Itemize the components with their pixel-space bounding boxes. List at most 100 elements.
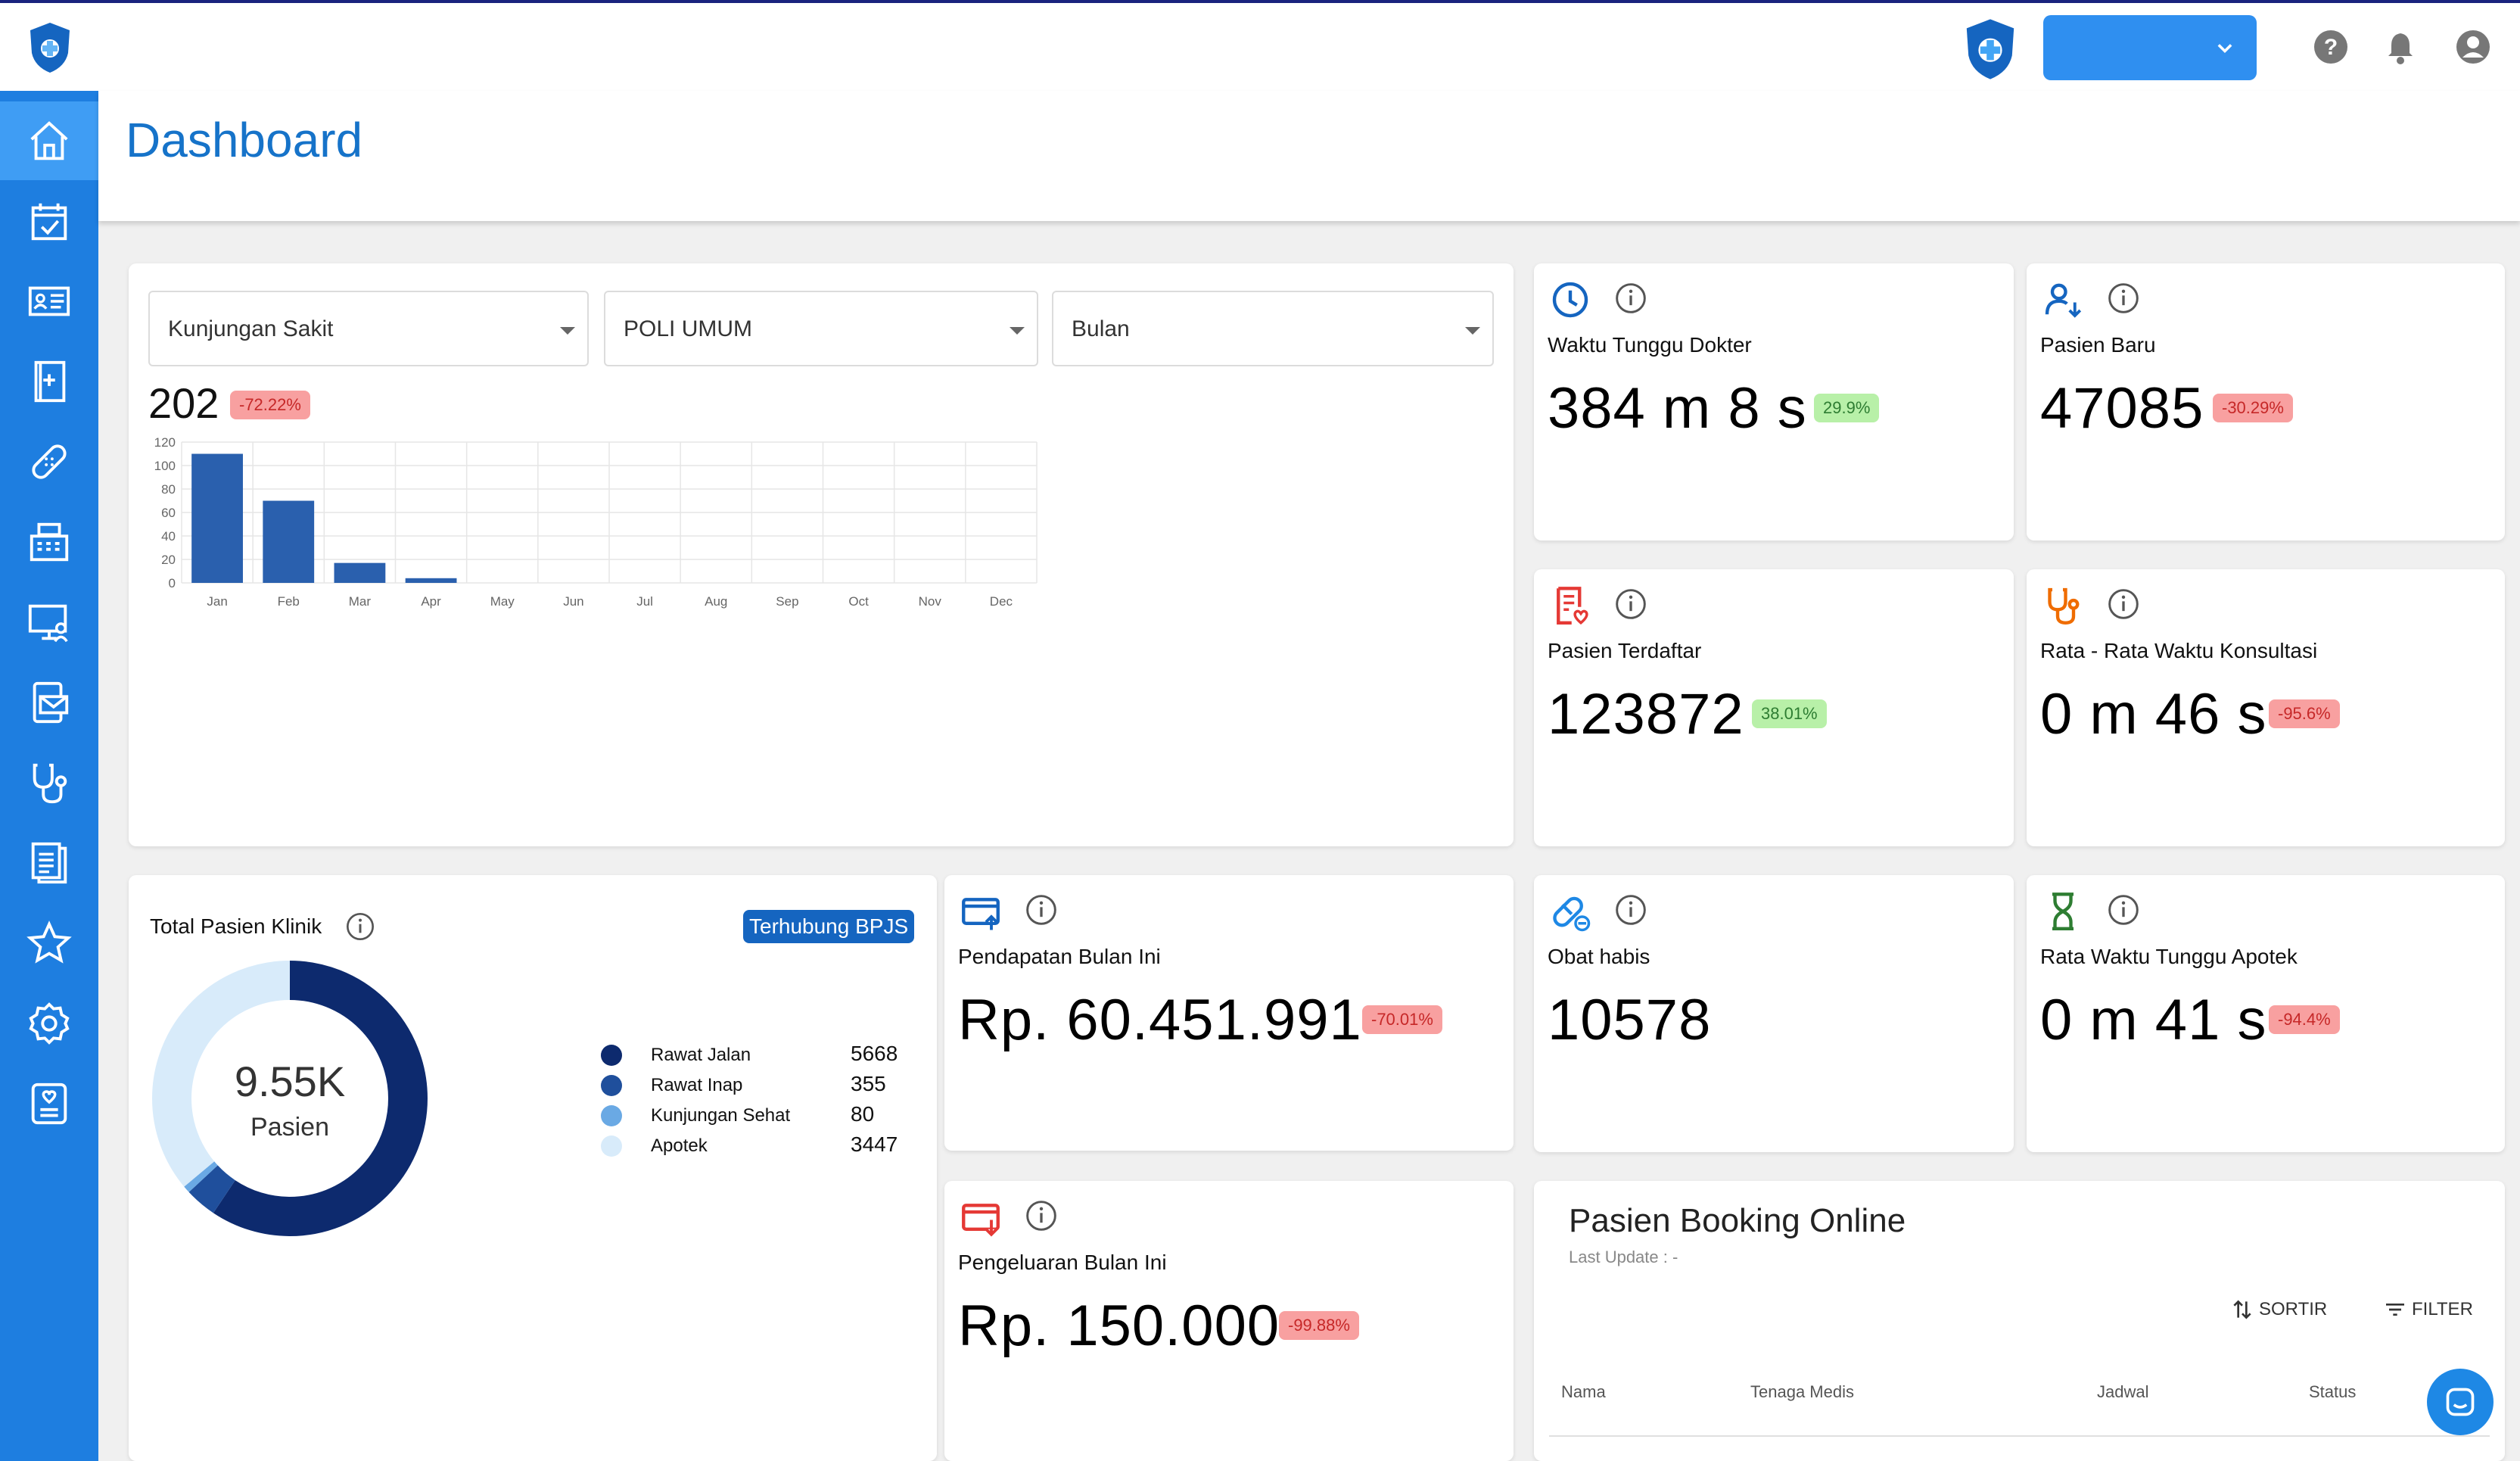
stat-change-badge: -70.01% <box>1362 1005 1442 1034</box>
sidebar-item-cashier[interactable] <box>0 503 98 581</box>
page-header: Dashboard <box>98 91 2520 221</box>
column-header-jadwal[interactable]: Jadwal <box>2097 1382 2149 1401</box>
stat-value: 47085 <box>2040 376 2204 441</box>
legend-item: Apotek 3447 <box>601 1131 919 1161</box>
table-divider <box>1549 1435 2490 1437</box>
booking-card: Pasien Booking Online Last Update : - SO… <box>1534 1181 2505 1461</box>
x-tick-label: Oct <box>848 594 869 609</box>
donut-slice-apotek[interactable] <box>152 961 428 1236</box>
legend-label: Rawat Inap <box>651 1075 743 1095</box>
sidebar-item-messages[interactable] <box>0 663 98 742</box>
stat-change-badge: -95.6% <box>2269 699 2340 728</box>
legend-dot <box>601 1075 622 1096</box>
filter-button[interactable]: FILTER <box>2382 1294 2473 1325</box>
donut-legend: Rawat Jalan 5668 Rawat Inap 355 Kunjunga… <box>601 1040 919 1169</box>
x-tick-label: Feb <box>278 594 300 609</box>
registered-doc-icon <box>1557 587 1588 625</box>
clinic-logo <box>1966 19 2014 79</box>
info-icon[interactable] <box>1614 282 1647 315</box>
account-icon[interactable] <box>2455 29 2491 65</box>
stat-title: Obat habis <box>1548 945 1650 968</box>
info-icon[interactable] <box>1614 587 1647 621</box>
stat-title: Rata Waktu Tunggu Apotek <box>2040 945 2298 968</box>
sidebar-item-profile[interactable] <box>0 1064 98 1143</box>
clinic-select[interactable] <box>2043 15 2257 80</box>
caret-down-icon <box>560 327 575 335</box>
column-header-nama[interactable]: Nama <box>1561 1382 1606 1401</box>
info-icon[interactable] <box>1025 893 1058 927</box>
caret-down-icon <box>1010 327 1025 335</box>
sidebar-item-patients[interactable] <box>0 262 98 341</box>
legend-item: Kunjungan Sehat 80 <box>601 1101 919 1131</box>
medical-book-icon <box>34 360 66 403</box>
bell-icon[interactable] <box>2382 29 2419 65</box>
page-title: Dashboard <box>126 113 363 167</box>
stethoscope-icon <box>2048 587 2080 625</box>
info-icon[interactable] <box>345 911 375 942</box>
bar-jan[interactable] <box>191 453 243 584</box>
legend-value: 3447 <box>851 1132 898 1156</box>
donut-center-value: 9.55K <box>234 1058 346 1105</box>
legend-item: Rawat Inap 355 <box>601 1070 919 1101</box>
x-tick-label: Aug <box>705 594 727 609</box>
period-select[interactable]: Bulan <box>1052 291 1494 366</box>
x-tick-label: Dec <box>990 594 1013 609</box>
calendar-check-icon <box>31 203 67 241</box>
sidebar-item-telemedicine[interactable] <box>0 583 98 662</box>
sidebar-item-reports[interactable] <box>0 824 98 902</box>
column-header-tenaga-medis[interactable]: Tenaga Medis <box>1750 1382 1854 1401</box>
bar-mar[interactable] <box>334 562 386 583</box>
info-icon[interactable] <box>2107 587 2140 621</box>
sidebar-item-medical-record[interactable] <box>0 342 98 421</box>
id-card-icon <box>28 286 70 316</box>
star-icon <box>26 921 72 964</box>
sidebar <box>0 91 98 1461</box>
stat-card-waktu-tunggu-dokter: Waktu Tunggu Dokter 384 m 8 s 29.9% <box>1534 263 2014 540</box>
column-header-status[interactable]: Status <box>2309 1382 2357 1401</box>
sidebar-item-doctor[interactable] <box>0 743 98 822</box>
stat-change-badge: 29.9% <box>1814 394 1880 422</box>
sidebar-item-settings[interactable] <box>0 984 98 1063</box>
stat-value: 0 m 46 s <box>2040 682 2267 746</box>
chevron-down-icon <box>2217 44 2232 53</box>
poli-select[interactable]: POLI UMUM <box>604 291 1038 366</box>
booking-title: Pasien Booking Online <box>1569 1202 1906 1239</box>
x-tick-label: Mar <box>349 594 372 609</box>
info-icon[interactable] <box>2107 282 2140 315</box>
sidebar-item-reviews[interactable] <box>0 904 98 983</box>
stat-change-badge: -30.29% <box>2213 394 2293 422</box>
legend-label: Rawat Jalan <box>651 1045 751 1065</box>
mobile-mail-icon <box>33 681 69 724</box>
info-icon[interactable] <box>1614 893 1647 927</box>
sidebar-item-treatment[interactable] <box>0 422 98 501</box>
period-value: Bulan <box>1072 316 1130 341</box>
sidebar-item-schedule[interactable] <box>0 182 98 260</box>
info-icon[interactable] <box>1025 1199 1058 1232</box>
y-tick-label: 40 <box>161 529 176 544</box>
sort-button[interactable]: SORTIR <box>2230 1294 2327 1325</box>
x-tick-label: May <box>490 594 515 609</box>
info-icon[interactable] <box>2107 893 2140 927</box>
visit-type-select[interactable]: Kunjungan Sakit <box>148 291 589 366</box>
sort-label: SORTIR <box>2259 1299 2328 1319</box>
stat-card-obat-habis: Obat habis 10578 <box>1534 875 2014 1152</box>
y-tick-label: 60 <box>161 506 176 520</box>
legend-label: Apotek <box>651 1135 708 1156</box>
x-tick-label: Jan <box>207 594 227 609</box>
bar-feb[interactable] <box>263 500 315 584</box>
sidebar-item-home[interactable] <box>0 101 98 180</box>
x-tick-label: Jul <box>636 594 653 609</box>
visits-change-badge: -72.22% <box>230 391 310 419</box>
total-patients-card: Total Pasien Klinik Terhubung BPJS 9.55K… <box>129 875 937 1461</box>
poli-value: POLI UMUM <box>624 316 753 341</box>
y-tick-label: 120 <box>154 435 176 450</box>
help-icon[interactable]: ? <box>2313 29 2349 65</box>
bar-apr[interactable] <box>405 578 457 583</box>
gear-icon <box>29 1002 70 1045</box>
app-logo[interactable] <box>27 21 73 74</box>
x-tick-label: Apr <box>421 594 441 609</box>
chat-button[interactable] <box>2427 1369 2494 1435</box>
clipboard-list-icon <box>31 842 67 884</box>
y-tick-label: 20 <box>161 553 176 567</box>
chat-icon <box>2446 1388 2475 1416</box>
